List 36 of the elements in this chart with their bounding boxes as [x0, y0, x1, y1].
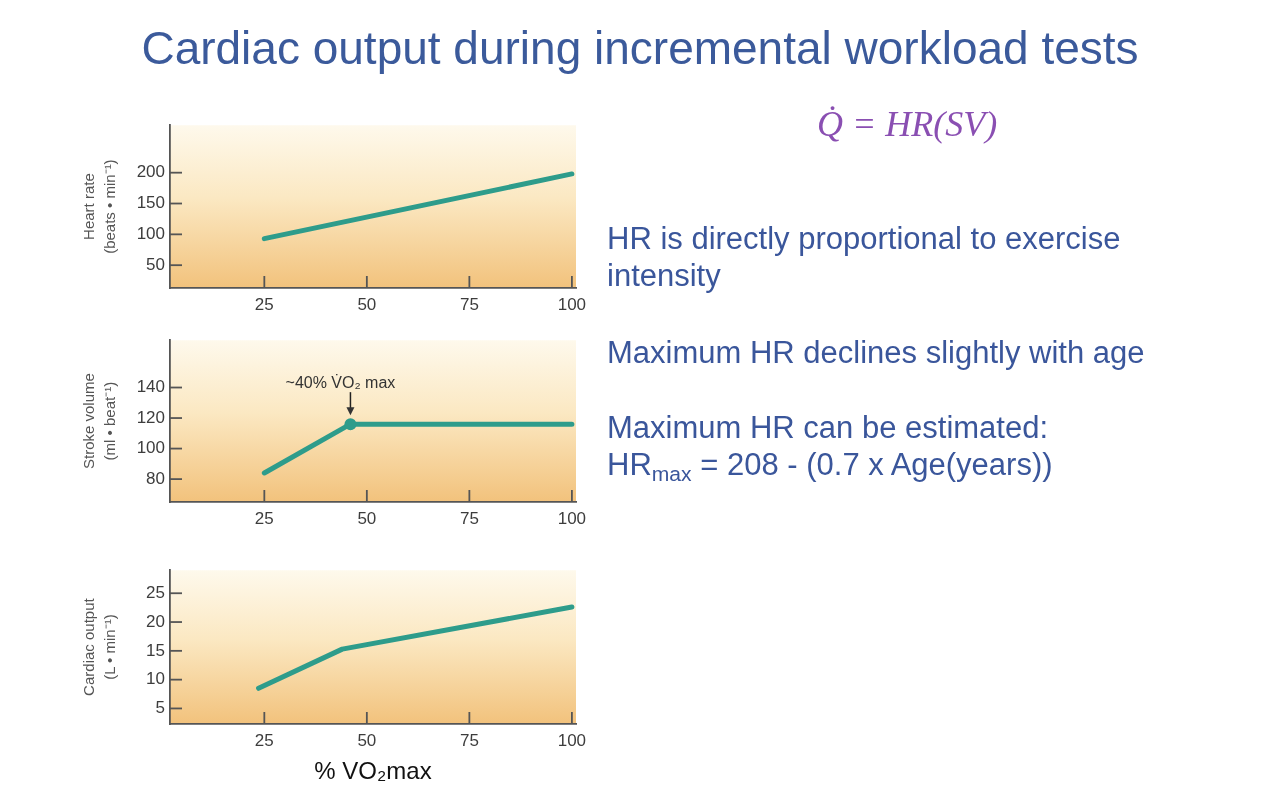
x-tick-label: 75 [459, 294, 479, 314]
y-tick-label: 100 [136, 224, 165, 244]
text: HR$_{max}$ = 208 - (0.7 x Age(years)) [607, 446, 1054, 486]
y-tick-label: 80 [146, 468, 165, 488]
x-tick-label: 50 [357, 730, 377, 750]
y-tick-label: 100 [136, 438, 165, 458]
x-tick-label: 100 [557, 294, 587, 314]
y-tick-label: 15 [146, 640, 165, 660]
x-tick-label: 50 [357, 508, 377, 528]
text: Q̇ = HR(SV) [817, 104, 998, 144]
chart-title: Cardiac output during incremental workload tests [140, 22, 1140, 74]
x-tick-label: 75 [459, 730, 479, 750]
x-tick-label: 25 [254, 730, 274, 750]
text: Maximum HR can be estimated: [607, 409, 1050, 446]
y-tick-label: 140 [136, 377, 165, 397]
text: Maximum HR declines slightly with age [607, 334, 1146, 371]
y-tick-label: 5 [155, 698, 165, 718]
x-tick-label: 100 [557, 508, 587, 528]
x-tick-label: 100 [557, 730, 587, 750]
y-axis-title: Heart rate (beats • min⁻¹) [79, 159, 118, 254]
x-tick-label: 75 [459, 508, 479, 528]
y-axis-title: Stroke volume (ml • beat⁻¹) [79, 373, 118, 470]
text: HR is directly proportional to exercise intensity [607, 220, 1122, 294]
x-tick-label: 25 [254, 508, 274, 528]
y-tick-label: 50 [146, 254, 165, 274]
annotation: ~40% V̇O₂ max [285, 373, 396, 391]
y-tick-label: 120 [136, 407, 165, 427]
x-tick-label: 50 [357, 294, 377, 314]
y-axis-title: Cardiac output (L • min⁻¹) [79, 597, 118, 696]
x-axis-title: % VO₂max [314, 757, 432, 785]
x-tick-label: 25 [254, 294, 274, 314]
y-tick-label: 200 [136, 162, 165, 182]
y-tick-label: 150 [136, 193, 165, 213]
y-tick-label: 25 [146, 582, 165, 602]
y-tick-label: 10 [146, 669, 165, 689]
y-tick-label: 20 [146, 611, 165, 631]
